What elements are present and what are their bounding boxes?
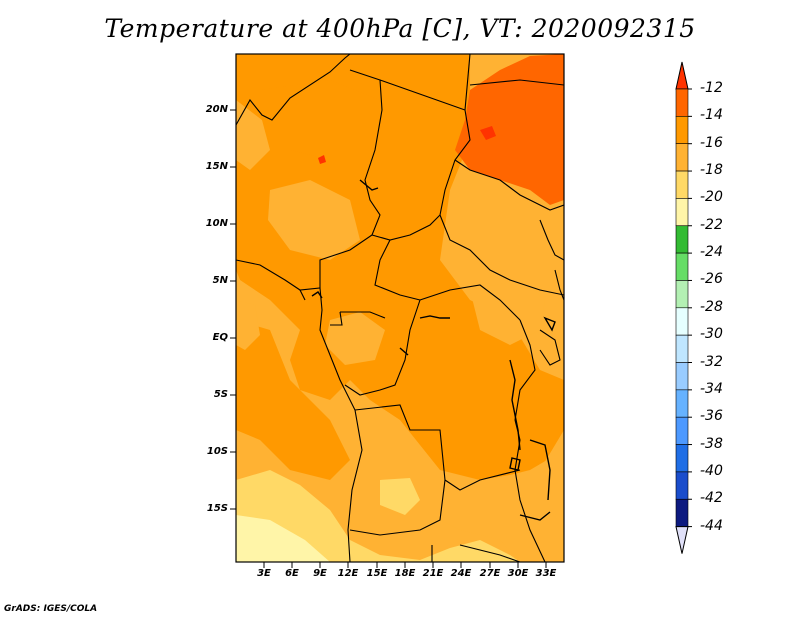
y-label-eq: EQ bbox=[212, 332, 228, 343]
field-patch-18c bbox=[470, 280, 545, 345]
x-label-24e: 24E bbox=[450, 568, 472, 579]
page-title: Temperature at 400hPa [C], VT: 202009231… bbox=[104, 14, 696, 43]
colorbar-segment bbox=[675, 143, 689, 172]
y-label-5n: 5N bbox=[212, 275, 228, 286]
colorbar-label: -16 bbox=[700, 134, 723, 151]
colorbar-segment bbox=[675, 416, 689, 445]
colorbar-segment bbox=[675, 444, 689, 473]
field-band-22 bbox=[236, 515, 330, 562]
y-label-15n: 15N bbox=[205, 161, 228, 172]
field-patch-12b bbox=[318, 155, 326, 164]
colorbar-segment bbox=[675, 225, 689, 254]
field-band-16 bbox=[236, 54, 564, 480]
field-patch-12 bbox=[480, 126, 496, 140]
field-band-16b bbox=[236, 320, 350, 480]
field-band-20 bbox=[236, 470, 520, 562]
field-patch-18a bbox=[268, 180, 360, 260]
x-label-30e: 30E bbox=[507, 568, 529, 579]
colorbar-label: -20 bbox=[700, 189, 723, 206]
field-band-18-se bbox=[440, 450, 564, 562]
x-label-21e: 21E bbox=[422, 568, 444, 579]
colorbar bbox=[675, 61, 692, 554]
x-label-6e: 6E bbox=[285, 568, 299, 579]
x-label-27e: 27E bbox=[479, 568, 501, 579]
field-patch-18f bbox=[236, 300, 260, 350]
colorbar-segment bbox=[675, 280, 689, 309]
map-frame bbox=[235, 53, 565, 563]
x-label-12e: 12E bbox=[337, 568, 359, 579]
colorbar-label: -44 bbox=[700, 517, 723, 534]
colorbar-segment bbox=[675, 88, 689, 117]
colorbar-label: -28 bbox=[700, 298, 723, 315]
colorbar-label: -12 bbox=[700, 80, 723, 96]
colorbar-label: -42 bbox=[700, 490, 723, 507]
colorbar-label: -38 bbox=[700, 435, 723, 452]
colorbar-label: -26 bbox=[700, 271, 723, 288]
country-borders bbox=[236, 54, 564, 562]
colorbar-segment bbox=[675, 307, 689, 336]
field-band-14 bbox=[455, 54, 564, 205]
x-label-9e: 9E bbox=[313, 568, 327, 579]
colorbar-segment bbox=[675, 498, 689, 527]
colorbar-label: -40 bbox=[700, 462, 723, 479]
lakes bbox=[311, 179, 556, 521]
x-label-3e: 3E bbox=[257, 568, 271, 579]
colorbar-segment bbox=[675, 334, 689, 363]
colorbar-segment bbox=[675, 116, 689, 144]
y-label-15s: 15S bbox=[206, 503, 228, 514]
colorbar-segment bbox=[675, 471, 689, 500]
y-label-10n: 10N bbox=[205, 218, 228, 229]
y-label-10s: 10S bbox=[206, 446, 228, 457]
colorbar-label: -36 bbox=[700, 408, 723, 425]
colorbar-segment bbox=[675, 198, 689, 227]
colorbar-label: -18 bbox=[700, 162, 723, 179]
grads-credit: GrADS: IGES/COLA bbox=[4, 604, 98, 614]
colorbar-label: -22 bbox=[700, 216, 723, 233]
colorbar-label: -34 bbox=[700, 380, 723, 397]
y-label-5s: 5S bbox=[213, 389, 228, 400]
colorbar-segment bbox=[675, 252, 689, 281]
colorbar-segment bbox=[675, 362, 689, 391]
field-patch-18b bbox=[236, 100, 270, 170]
colorbar-label: -32 bbox=[700, 353, 723, 370]
colorbar-label: -30 bbox=[700, 326, 723, 343]
colorbar-label: -14 bbox=[700, 107, 723, 124]
colorbar-arrow-top bbox=[675, 61, 689, 90]
axis-ticks bbox=[230, 109, 547, 568]
colorbar-label: -24 bbox=[700, 244, 723, 261]
x-label-18e: 18E bbox=[394, 568, 416, 579]
x-label-33e: 33E bbox=[535, 568, 557, 579]
field-band-16c bbox=[260, 80, 380, 160]
field-band-20b bbox=[380, 478, 420, 515]
x-label-15e: 15E bbox=[366, 568, 388, 579]
colorbar-segment bbox=[675, 389, 689, 418]
colorbar-segment bbox=[675, 170, 689, 199]
colorbar-arrow-bottom bbox=[675, 526, 689, 554]
temperature-field bbox=[236, 54, 564, 562]
y-label-20n: 20N bbox=[205, 104, 228, 115]
